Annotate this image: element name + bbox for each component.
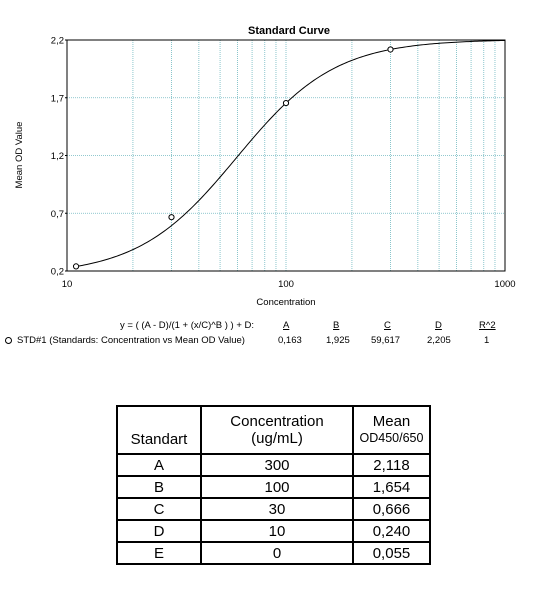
header-standart: Standart	[116, 405, 202, 455]
param-label-c: C	[384, 320, 391, 331]
cell-od: 2,118	[352, 453, 431, 477]
cell-concentration: 100	[200, 475, 354, 499]
cell-concentration: 0	[200, 541, 354, 565]
y-axis-label: Mean OD Value	[14, 122, 25, 189]
series-marker-icon	[5, 337, 12, 344]
standard-curve-chart: Standard Curve 10 100 10000,20,71,21,72,2 …	[14, 25, 516, 308]
param-value-a: 0,163	[278, 335, 302, 346]
header-concentration-line1: Concentration	[230, 413, 324, 430]
fit-parameters: y = ( (A - D)/(1 + (x/C)^B ) ) + D: A B …	[0, 318, 551, 352]
cell-standard: B	[116, 475, 202, 499]
standards-table: Standart Concentration (ug/mL) Mean OD45…	[116, 405, 431, 565]
param-value-c: 59,617	[371, 335, 401, 346]
data-point	[282, 99, 290, 107]
header-mean-line2: OD450/650	[359, 431, 424, 445]
table-row: D 10 0,240	[116, 519, 431, 543]
data-point	[168, 214, 175, 221]
y-tick-label: 0,2	[51, 267, 64, 278]
table-row: C 30 0,666	[116, 497, 431, 521]
header-mean: Mean OD450/650	[352, 405, 431, 455]
chart-title: Standard Curve	[248, 25, 330, 37]
param-label-d: D	[435, 320, 442, 331]
data-point	[72, 263, 80, 270]
grid	[67, 40, 505, 271]
x-axis-label: Concentration	[256, 297, 315, 308]
param-value-d: 2,205	[427, 335, 451, 346]
y-tick-label: 1,2	[51, 151, 64, 162]
cell-concentration: 30	[200, 497, 354, 521]
table-row: A 300 2,118	[116, 453, 431, 477]
table-row: B 100 1,654	[116, 475, 431, 499]
header-concentration-line2: (ug/mL)	[251, 430, 303, 447]
y-tick-label: 2,2	[51, 36, 64, 47]
table-header-row: Standart Concentration (ug/mL) Mean OD45…	[116, 405, 431, 455]
cell-concentration: 10	[200, 519, 354, 543]
x-tick-label: 1000	[494, 279, 515, 290]
param-label-a: A	[283, 320, 290, 331]
axes: 10 100 1000 0,2 0,7 1,2 1,7 2,2	[51, 36, 516, 291]
cell-od: 0,240	[352, 519, 431, 543]
table-row: E 0 0,055	[116, 541, 431, 565]
cell-od: 0,055	[352, 541, 431, 565]
x-tick-label: 10	[62, 279, 73, 290]
cell-od: 1,654	[352, 475, 431, 499]
param-value-b: 1,925	[326, 335, 350, 346]
fit-curve	[75, 39, 506, 267]
cell-od: 0,666	[352, 497, 431, 521]
param-label-b: B	[333, 320, 340, 331]
y-tick-label: 0,7	[51, 209, 64, 220]
data-point	[387, 46, 394, 53]
series-label: STD#1 (Standards: Concentration vs Mean …	[17, 335, 245, 346]
cell-standard: D	[116, 519, 202, 543]
cell-standard: A	[116, 453, 202, 477]
cell-standard: E	[116, 541, 202, 565]
param-label-r2: R^2	[479, 320, 496, 331]
x-tick-label: 100	[278, 279, 294, 290]
fit-equation: y = ( (A - D)/(1 + (x/C)^B ) ) + D:	[120, 320, 255, 331]
y-tick-label: 1,7	[51, 93, 64, 104]
header-mean-line1: Mean	[372, 413, 411, 430]
cell-standard: C	[116, 497, 202, 521]
param-value-r2: 1	[484, 335, 490, 346]
data-points	[72, 46, 394, 270]
header-concentration: Concentration (ug/mL)	[200, 405, 354, 455]
cell-concentration: 300	[200, 453, 354, 477]
header-standart-label: Standart	[130, 431, 188, 448]
